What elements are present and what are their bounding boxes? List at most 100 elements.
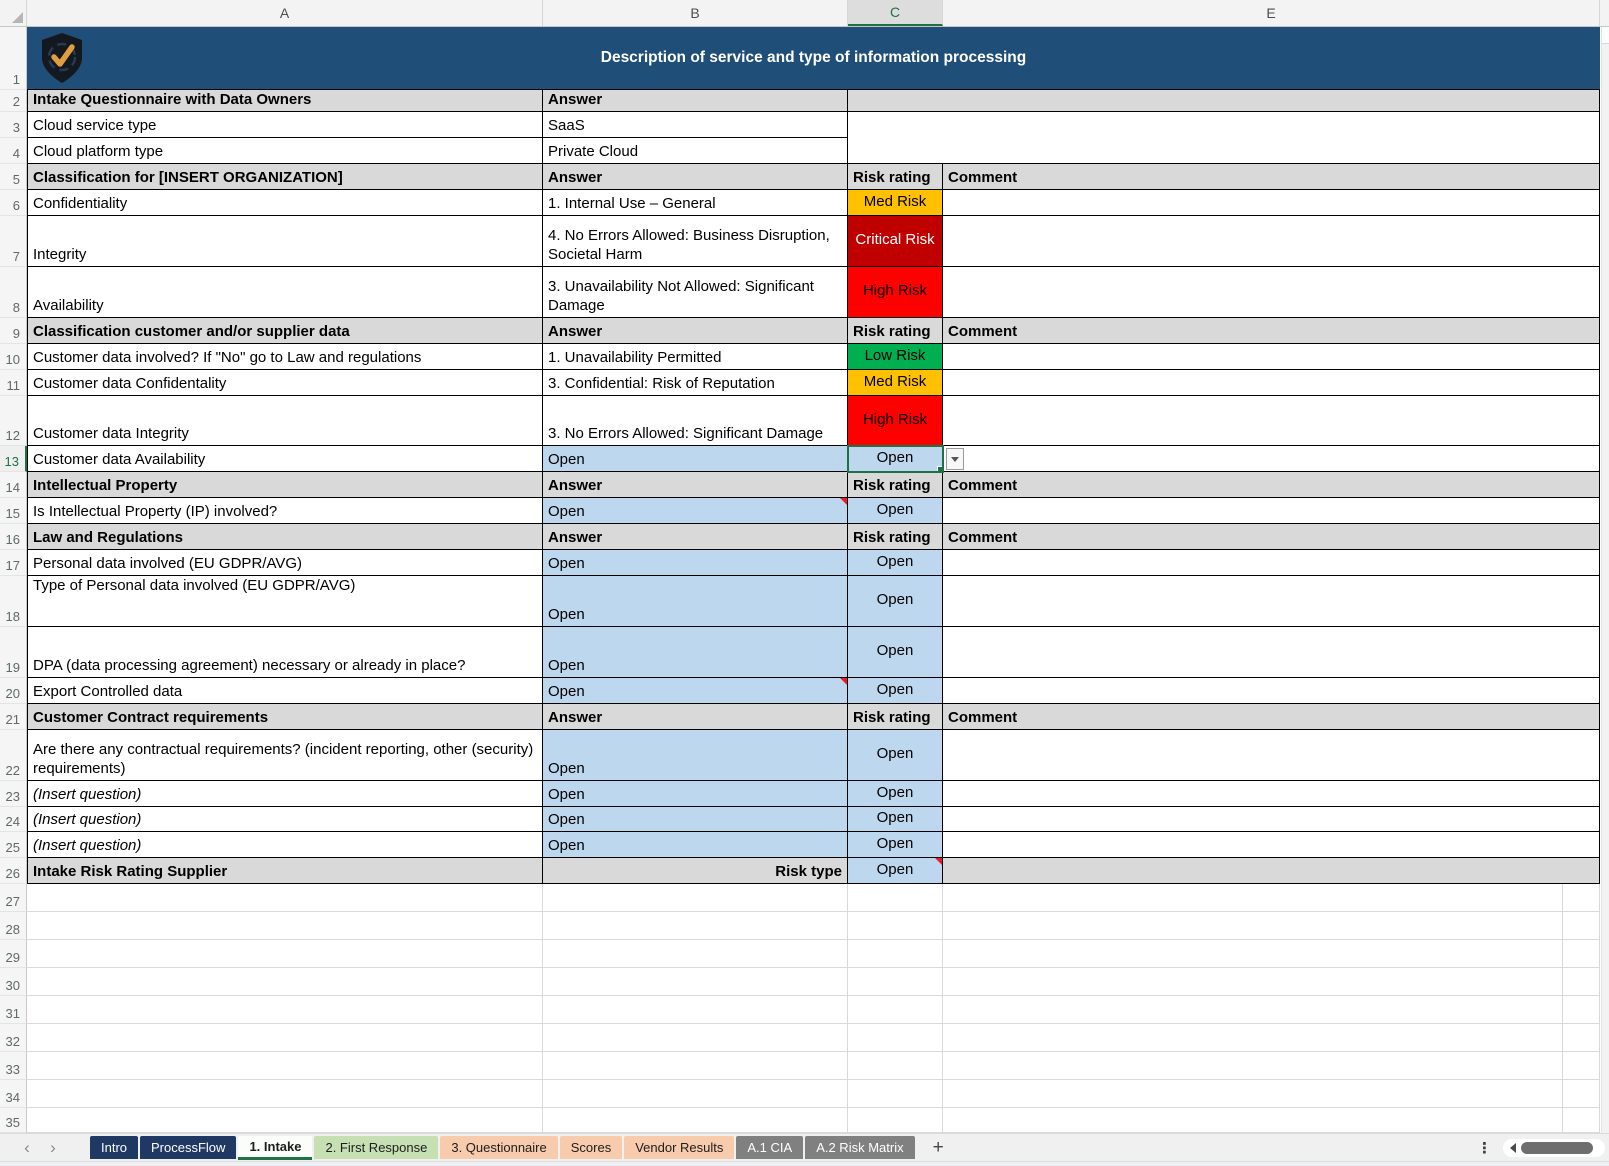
empty-cell[interactable] bbox=[1563, 940, 1600, 968]
empty-cell[interactable] bbox=[848, 968, 943, 996]
empty-cell[interactable] bbox=[1563, 1052, 1600, 1080]
cell-c25[interactable]: Open bbox=[848, 832, 943, 858]
empty-cell[interactable] bbox=[27, 884, 543, 912]
empty-cell[interactable] bbox=[1563, 1080, 1600, 1108]
cell-c17[interactable]: Open bbox=[848, 550, 943, 576]
empty-cell[interactable] bbox=[1563, 968, 1600, 996]
empty-cell[interactable] bbox=[1563, 884, 1600, 912]
cell-c21[interactable]: Risk rating bbox=[848, 704, 943, 730]
empty-cell[interactable] bbox=[543, 912, 848, 940]
cell-a18[interactable]: Type of Personal data involved (EU GDPR/… bbox=[27, 576, 543, 627]
cell-c6[interactable]: Med Risk bbox=[848, 190, 943, 216]
scroll-up-button[interactable] bbox=[1602, 27, 1609, 44]
cell-a22[interactable]: Are there any contractual requirements? … bbox=[27, 730, 543, 781]
empty-cell[interactable] bbox=[27, 1052, 543, 1080]
row-header-4[interactable]: 4 bbox=[0, 138, 27, 164]
cell-e6[interactable] bbox=[943, 190, 1600, 216]
empty-cell[interactable] bbox=[943, 1080, 1563, 1108]
cell-c11[interactable]: Med Risk bbox=[848, 370, 943, 396]
empty-cell[interactable] bbox=[848, 884, 943, 912]
cell-c9[interactable]: Risk rating bbox=[848, 318, 943, 344]
row-header-23[interactable]: 23 bbox=[0, 781, 27, 807]
empty-cell[interactable] bbox=[27, 1080, 543, 1108]
column-header-c[interactable]: C bbox=[848, 0, 943, 26]
row-header-9[interactable]: 9 bbox=[0, 318, 27, 344]
cell-b2[interactable]: Answer bbox=[543, 90, 848, 112]
cell-e17[interactable] bbox=[943, 550, 1600, 576]
vertical-scrollbar[interactable] bbox=[1601, 27, 1609, 1133]
cell-a4[interactable]: Cloud platform type bbox=[27, 138, 543, 164]
row-header-1[interactable]: 1 bbox=[0, 27, 27, 90]
row-header-8[interactable]: 8 bbox=[0, 267, 27, 318]
empty-cell[interactable] bbox=[543, 996, 848, 1024]
row-header-24[interactable]: 24 bbox=[0, 807, 27, 832]
cell-b17[interactable]: Open bbox=[543, 550, 848, 576]
empty-cell[interactable] bbox=[27, 940, 543, 968]
tab-processflow[interactable]: ProcessFlow bbox=[140, 1136, 237, 1159]
column-header-b[interactable]: B bbox=[543, 0, 848, 26]
row-header-19[interactable]: 19 bbox=[0, 627, 27, 678]
add-sheet-button[interactable]: + bbox=[932, 1136, 944, 1158]
cell-b8[interactable]: 3. Unavailability Not Allowed: Significa… bbox=[543, 267, 848, 318]
cell-a5[interactable]: Classification for [INSERT ORGANIZATION] bbox=[27, 164, 543, 190]
tab-options-icon[interactable]: ⋮ bbox=[1477, 1140, 1493, 1157]
cell-a3[interactable]: Cloud service type bbox=[27, 112, 543, 138]
tab-a-1-cia[interactable]: A.1 CIA bbox=[736, 1136, 804, 1159]
empty-cell[interactable] bbox=[1563, 1108, 1600, 1133]
row-header-10[interactable]: 10 bbox=[0, 344, 27, 370]
cell-b15[interactable]: Open bbox=[543, 498, 848, 524]
row-header-25[interactable]: 25 bbox=[0, 832, 27, 858]
cell-a12[interactable]: Customer data Integrity bbox=[27, 396, 543, 446]
empty-cell[interactable] bbox=[1563, 996, 1600, 1024]
cell-b20[interactable]: Open bbox=[543, 678, 848, 704]
empty-cell[interactable] bbox=[543, 940, 848, 968]
empty-cell[interactable] bbox=[543, 1080, 848, 1108]
cell-c14[interactable]: Risk rating bbox=[848, 472, 943, 498]
cell-a21[interactable]: Customer Contract requirements bbox=[27, 704, 543, 730]
cell-e15[interactable] bbox=[943, 498, 1600, 524]
row-header-28[interactable]: 28 bbox=[0, 912, 27, 940]
tab-scores[interactable]: Scores bbox=[559, 1136, 623, 1159]
cell-a8[interactable]: Availability bbox=[27, 267, 543, 318]
cell-b11[interactable]: 3. Confidential: Risk of Reputation bbox=[543, 370, 848, 396]
empty-cell[interactable] bbox=[943, 996, 1563, 1024]
cell-c23[interactable]: Open bbox=[848, 781, 943, 807]
cell-e7[interactable] bbox=[943, 216, 1600, 267]
cell-c19[interactable]: Open bbox=[848, 627, 943, 678]
cell-c3[interactable] bbox=[848, 112, 1600, 138]
row-header-33[interactable]: 33 bbox=[0, 1052, 27, 1080]
tab-2-first-response[interactable]: 2. First Response bbox=[314, 1136, 439, 1159]
cell-b13[interactable]: Open bbox=[543, 446, 848, 472]
cell-e19[interactable] bbox=[943, 627, 1600, 678]
row-header-31[interactable]: 31 bbox=[0, 996, 27, 1024]
cell-a11[interactable]: Customer data Confidentality bbox=[27, 370, 543, 396]
row-header-12[interactable]: 12 bbox=[0, 396, 27, 446]
row-header-30[interactable]: 30 bbox=[0, 968, 27, 996]
row-header-26[interactable]: 26 bbox=[0, 858, 27, 884]
horizontal-scrollbar[interactable] bbox=[1503, 1139, 1605, 1157]
empty-cell[interactable] bbox=[543, 1024, 848, 1052]
empty-cell[interactable] bbox=[848, 1108, 943, 1133]
cell-b22[interactable]: Open bbox=[543, 730, 848, 781]
empty-cell[interactable] bbox=[27, 912, 543, 940]
cell-e8[interactable] bbox=[943, 267, 1600, 318]
cell-e5[interactable]: Comment bbox=[943, 164, 1600, 190]
empty-cell[interactable] bbox=[27, 1024, 543, 1052]
empty-cell[interactable] bbox=[848, 912, 943, 940]
cell-e21[interactable]: Comment bbox=[943, 704, 1600, 730]
cell-c26[interactable]: Open bbox=[848, 858, 943, 884]
sheet-nav-left-button[interactable]: ‹ bbox=[24, 1137, 30, 1157]
empty-cell[interactable] bbox=[943, 1108, 1563, 1133]
column-header-e[interactable]: E bbox=[943, 0, 1600, 26]
cell-b23[interactable]: Open bbox=[543, 781, 848, 807]
empty-cell[interactable] bbox=[943, 1024, 1563, 1052]
cell-e24[interactable] bbox=[943, 807, 1600, 832]
row-header-32[interactable]: 32 bbox=[0, 1024, 27, 1052]
cell-c15[interactable]: Open bbox=[848, 498, 943, 524]
cell-a25[interactable]: (Insert question) bbox=[27, 832, 543, 858]
cell-c8[interactable]: High Risk bbox=[848, 267, 943, 318]
cell-b25[interactable]: Open bbox=[543, 832, 848, 858]
empty-cell[interactable] bbox=[1563, 912, 1600, 940]
empty-cell[interactable] bbox=[27, 996, 543, 1024]
cell-e11[interactable] bbox=[943, 370, 1600, 396]
